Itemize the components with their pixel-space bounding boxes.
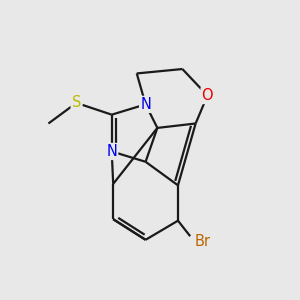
Text: Br: Br [194, 234, 210, 249]
Text: N: N [140, 97, 151, 112]
Text: O: O [202, 88, 213, 103]
Text: S: S [72, 95, 81, 110]
Text: N: N [106, 144, 117, 159]
